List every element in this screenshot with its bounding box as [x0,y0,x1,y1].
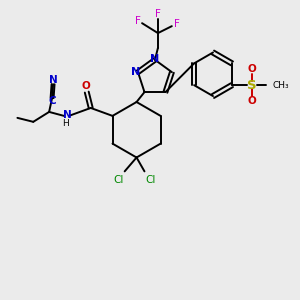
Text: O: O [81,81,90,91]
Text: N: N [131,67,141,77]
Text: O: O [247,64,256,74]
Text: O: O [247,96,256,106]
Text: N: N [150,54,160,64]
Text: C: C [48,96,56,106]
Text: N: N [63,110,71,120]
Text: N: N [49,75,58,85]
Text: CH₃: CH₃ [272,81,289,90]
Text: Cl: Cl [113,175,124,185]
Text: F: F [155,9,161,19]
Text: H: H [63,119,69,128]
Text: Cl: Cl [145,175,156,185]
Text: F: F [174,19,180,29]
Text: F: F [135,16,141,26]
Text: S: S [247,79,256,92]
